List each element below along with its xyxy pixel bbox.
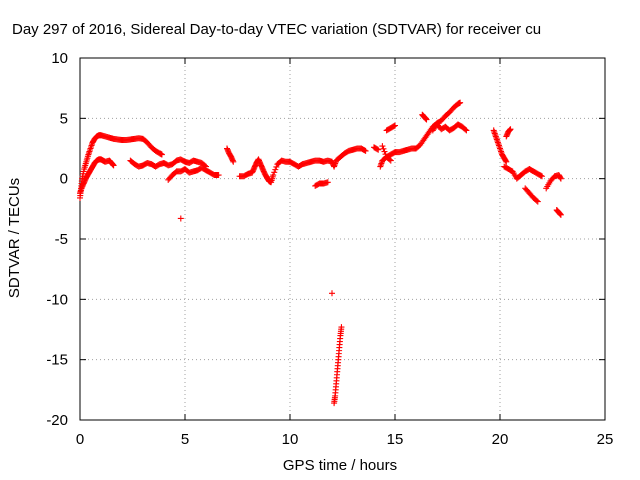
x-axis-label: GPS time / hours — [283, 457, 397, 474]
data-point — [215, 172, 222, 179]
data-point — [557, 175, 564, 182]
y-tick-label: -20 — [46, 412, 68, 429]
data-point — [375, 146, 382, 153]
data-point — [381, 148, 388, 155]
data-point — [230, 158, 237, 165]
data-point — [362, 147, 369, 154]
data-point — [392, 122, 398, 129]
y-axis-label: SDTVAR / TECUs — [6, 178, 23, 298]
axis-ticks — [79, 57, 606, 421]
y-tick-label: -10 — [46, 291, 68, 308]
x-tick-label: 15 — [387, 431, 404, 448]
data-point — [271, 169, 278, 176]
data-point — [457, 99, 464, 106]
data-point — [158, 151, 165, 158]
data-point — [539, 173, 545, 180]
data-point — [507, 126, 514, 133]
data-point — [534, 198, 541, 205]
x-tick-label: 0 — [76, 431, 84, 448]
data-point — [177, 215, 184, 222]
data-point — [387, 157, 394, 164]
y-tick-label: -15 — [46, 352, 68, 369]
data-point — [557, 211, 564, 218]
x-tick-label: 5 — [181, 431, 189, 448]
data-point — [380, 145, 387, 152]
data-point — [361, 147, 368, 154]
grid — [80, 58, 605, 420]
data-point — [382, 151, 389, 158]
x-tick-label: 10 — [282, 431, 299, 448]
y-tick-label: 10 — [51, 50, 68, 67]
data-point — [379, 143, 386, 150]
data-point — [503, 158, 510, 165]
data-point — [533, 197, 540, 204]
data-point — [463, 127, 470, 134]
data-point — [272, 166, 279, 173]
y-tick-label: -5 — [55, 231, 68, 248]
x-tick-label: 25 — [597, 431, 614, 448]
data-point — [324, 179, 331, 186]
x-tick-label: 20 — [492, 431, 509, 448]
data-point — [110, 162, 117, 169]
data-point — [462, 126, 469, 133]
data-point — [338, 324, 345, 331]
data-point — [386, 156, 393, 163]
data-point — [273, 163, 280, 170]
data-point — [423, 116, 430, 123]
plot-area-border — [79, 57, 606, 421]
data-series-sdtvar — [77, 99, 564, 407]
tick-labels: 0 5 10 15 20 25 -20 -15 -10 -5 0 5 10 — [46, 50, 613, 448]
y-tick-label: 0 — [60, 171, 68, 188]
data-point — [374, 146, 381, 153]
data-point — [537, 172, 544, 179]
y-tick-label: 5 — [60, 110, 68, 127]
data-point — [270, 172, 277, 179]
data-point — [390, 123, 397, 130]
data-point — [329, 290, 335, 297]
chart-title: Day 297 of 2016, Sidereal Day-to-day VTE… — [12, 21, 541, 38]
